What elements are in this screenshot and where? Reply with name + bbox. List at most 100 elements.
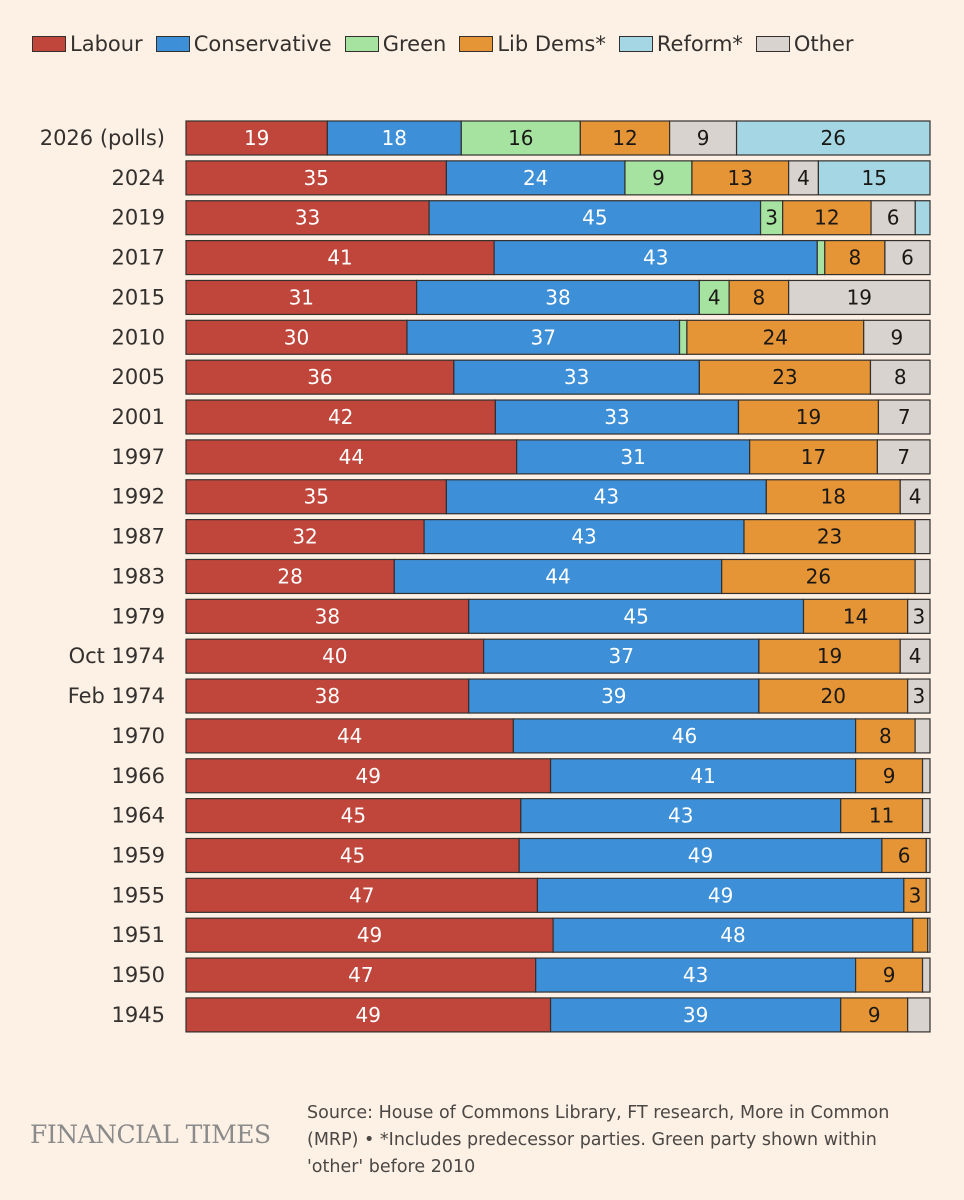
data-label: 7	[897, 445, 910, 469]
bar-segment-other	[907, 598, 931, 634]
data-label: 47	[348, 963, 373, 987]
bar-segment-other	[921, 758, 931, 794]
data-label: 4	[708, 285, 721, 309]
bar-segment-lib-dems	[691, 160, 790, 196]
legend-item-other: Other	[755, 32, 854, 56]
data-label: 26	[821, 126, 846, 150]
data-label: 42	[328, 405, 353, 429]
data-label: 38	[545, 285, 570, 309]
bar-segment-other	[927, 917, 931, 953]
data-label: 33	[564, 365, 589, 389]
category-label: 1945	[112, 1003, 165, 1027]
data-label: 43	[668, 804, 693, 828]
data-label: 43	[571, 525, 596, 549]
data-label: 37	[531, 325, 556, 349]
category-label: 1992	[112, 485, 165, 509]
data-label: 45	[341, 804, 366, 828]
bar-segment-conservative	[406, 319, 681, 355]
data-label: 33	[604, 405, 629, 429]
data-label: 32	[292, 525, 317, 549]
bar-segment-labour	[185, 399, 496, 435]
data-label: 12	[814, 206, 839, 230]
bar-segment-other	[869, 359, 931, 395]
legend-label: Lib Dems*	[497, 32, 606, 56]
data-label: 11	[869, 804, 894, 828]
bar-segment-lib-dems	[840, 997, 909, 1033]
bar-segment-conservative	[468, 598, 805, 634]
data-label: 49	[357, 923, 382, 947]
bar-segment-conservative	[483, 638, 760, 674]
legend-item-green: Green	[344, 32, 447, 56]
data-label: 41	[327, 246, 352, 270]
data-label: 38	[315, 604, 340, 628]
bar-segment-other	[925, 837, 931, 874]
bar-segment-other	[899, 638, 931, 674]
bar-segment-conservative	[453, 359, 700, 395]
data-label: 19	[796, 405, 821, 429]
bar-segment-other	[788, 279, 931, 316]
data-label: 8	[894, 365, 907, 389]
data-label: 33	[295, 206, 320, 230]
data-label: 45	[340, 843, 365, 867]
bar-segment-labour	[185, 439, 518, 475]
data-label: 40	[322, 644, 347, 668]
bar-segment-other	[788, 160, 820, 196]
data-label: 3	[912, 604, 925, 628]
data-label: 47	[349, 883, 374, 907]
bar-segment-lib-dems	[824, 239, 886, 276]
bar-segment-labour	[185, 758, 552, 794]
bar-segment-other	[884, 239, 931, 276]
bar-segment-conservative	[393, 558, 723, 595]
bar-segment-lib-dems	[854, 758, 924, 794]
data-label: 4	[797, 166, 810, 190]
data-label: 39	[601, 684, 626, 708]
category-label: 1950	[112, 963, 165, 987]
category-label: 2015	[112, 285, 165, 309]
data-label: 8	[848, 246, 861, 270]
bar-segment-green	[460, 120, 581, 156]
category-label: 2024	[112, 166, 165, 190]
data-label: 19	[244, 126, 269, 150]
bar-segment-lib-dems	[758, 638, 901, 674]
category-label: 2005	[112, 365, 165, 389]
bar-segment-lib-dems	[840, 798, 924, 834]
bar-segment-labour	[185, 877, 539, 913]
legend-item-labour: Labour	[32, 32, 143, 56]
bar-segment-conservative	[423, 518, 745, 555]
bar-segment-conservative	[445, 160, 626, 196]
bar-segment-lib-dems	[579, 120, 671, 156]
data-label: 37	[609, 644, 634, 668]
legend-swatch	[755, 36, 790, 52]
legend-label: Green	[382, 32, 447, 56]
data-label: 44	[545, 564, 570, 588]
data-label: 43	[683, 963, 708, 987]
bar-segment-labour	[185, 359, 455, 395]
bar-segment-conservative	[326, 120, 462, 156]
data-label: 20	[821, 684, 846, 708]
bar-segment-labour	[185, 997, 552, 1033]
bar-segment-conservative	[549, 997, 842, 1033]
data-label: 24	[763, 325, 788, 349]
legend-label: Conservative	[193, 32, 332, 56]
bar-segment-other	[899, 479, 931, 515]
legend-swatch	[459, 36, 494, 52]
data-label: 13	[728, 166, 753, 190]
data-label: 9	[883, 963, 896, 987]
chart-legend: Labour Conservative Green Lib Dems* Reform* O…	[32, 29, 867, 59]
data-label: 28	[277, 564, 302, 588]
data-label: 45	[582, 206, 607, 230]
bar-segment-labour	[185, 319, 408, 355]
data-label: 12	[612, 126, 637, 150]
bar-segment-reform	[735, 120, 931, 156]
bar-segment-lib-dems	[698, 359, 872, 395]
bar-segment-lib-dems	[686, 319, 865, 355]
bar-segment-other	[907, 997, 931, 1033]
data-label: 18	[382, 126, 407, 150]
data-label: 3	[912, 684, 925, 708]
bar-segment-other	[668, 120, 738, 156]
bar-segment-conservative	[552, 917, 914, 953]
bar-segment-labour	[185, 837, 520, 874]
bar-segment-green	[678, 319, 688, 355]
category-label: 2017	[112, 246, 165, 270]
bar-segment-labour	[185, 518, 425, 555]
